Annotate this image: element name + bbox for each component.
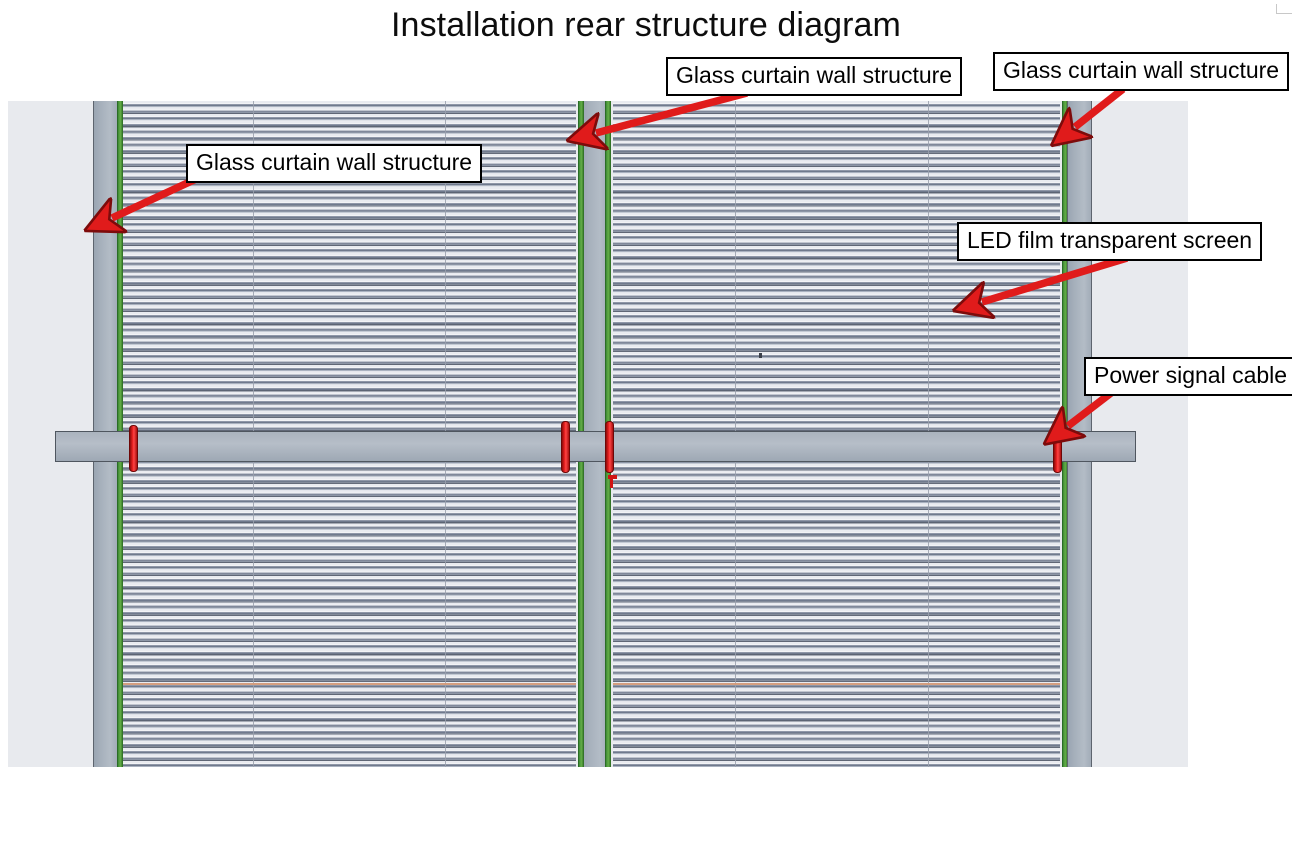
- callout-glass-curtain-wall-left: Glass curtain wall structure: [186, 144, 483, 183]
- accent-line: [123, 683, 576, 685]
- power-signal-cable-center-left: [561, 421, 570, 473]
- power-signal-cable-left: [129, 425, 138, 472]
- callout-glass-curtain-wall-right: Glass curtain wall structure: [993, 52, 1290, 91]
- callout-power-signal-cable: Power signal cable: [1084, 357, 1292, 396]
- callout-led-film-transparent-screen: LED film transparent screen: [957, 222, 1263, 261]
- power-signal-cable-center-right: [605, 421, 614, 473]
- page-title: Installation rear structure diagram: [391, 6, 901, 44]
- installation-diagram: [8, 101, 1188, 767]
- power-signal-cable-right: [1053, 423, 1062, 473]
- horizontal-beam: [55, 431, 1136, 462]
- crop-mark-top-right: [1276, 4, 1292, 14]
- accent-line: [613, 683, 1060, 685]
- artifact-speck: [759, 353, 762, 358]
- cable-stub-center: [608, 475, 617, 479]
- callout-glass-curtain-wall-center: Glass curtain wall structure: [666, 57, 963, 96]
- cable-stub-center-drop: [610, 479, 613, 488]
